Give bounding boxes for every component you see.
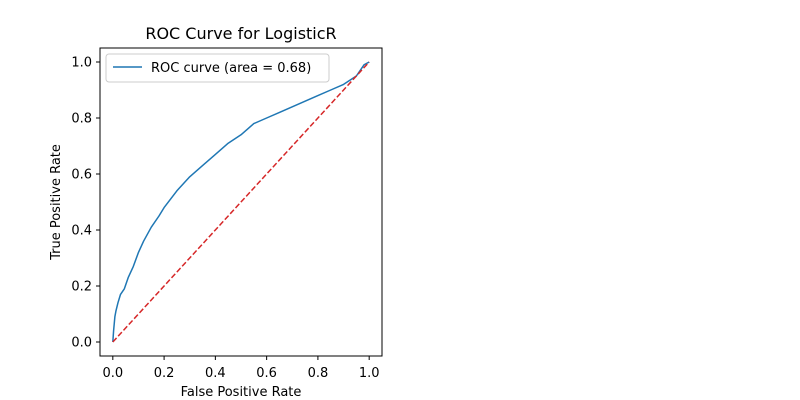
chance-diagonal-line bbox=[112, 61, 370, 343]
legend: ROC curve (area = 0.68) bbox=[105, 53, 330, 83]
x-tick-label: 0.4 bbox=[205, 366, 226, 381]
y-tick-label: 0.4 bbox=[71, 224, 92, 239]
y-tick-label: 0.8 bbox=[71, 112, 92, 127]
legend-box bbox=[105, 53, 330, 83]
x-tick-label: 0.8 bbox=[308, 366, 329, 381]
chart-title: ROC Curve for LogisticR bbox=[145, 24, 336, 43]
y-tick-label: 1.0 bbox=[71, 56, 92, 71]
axis-ticks: 0.0 0.2 0.4 0.6 0.8 1.0 0.0 0.2 0.4 0.6 0.8 1.0 bbox=[71, 56, 379, 382]
x-tick-label: 0.6 bbox=[256, 366, 277, 381]
y-tick-label: 0.0 bbox=[71, 336, 92, 351]
legend-label: ROC curve (area = 0.68) bbox=[151, 61, 311, 76]
x-tick-label: 1.0 bbox=[359, 366, 380, 381]
plot-frame bbox=[99, 47, 383, 357]
y-axis-label: True Positive Rate bbox=[49, 144, 64, 261]
y-tick-label: 0.2 bbox=[71, 280, 92, 295]
y-tick-label: 0.6 bbox=[71, 168, 92, 183]
x-tick-label: 0.0 bbox=[102, 366, 123, 381]
x-axis-label: False Positive Rate bbox=[181, 385, 302, 400]
x-tick-label: 0.2 bbox=[154, 366, 175, 381]
roc-curve-line bbox=[112, 61, 370, 343]
plot-area bbox=[112, 61, 370, 343]
